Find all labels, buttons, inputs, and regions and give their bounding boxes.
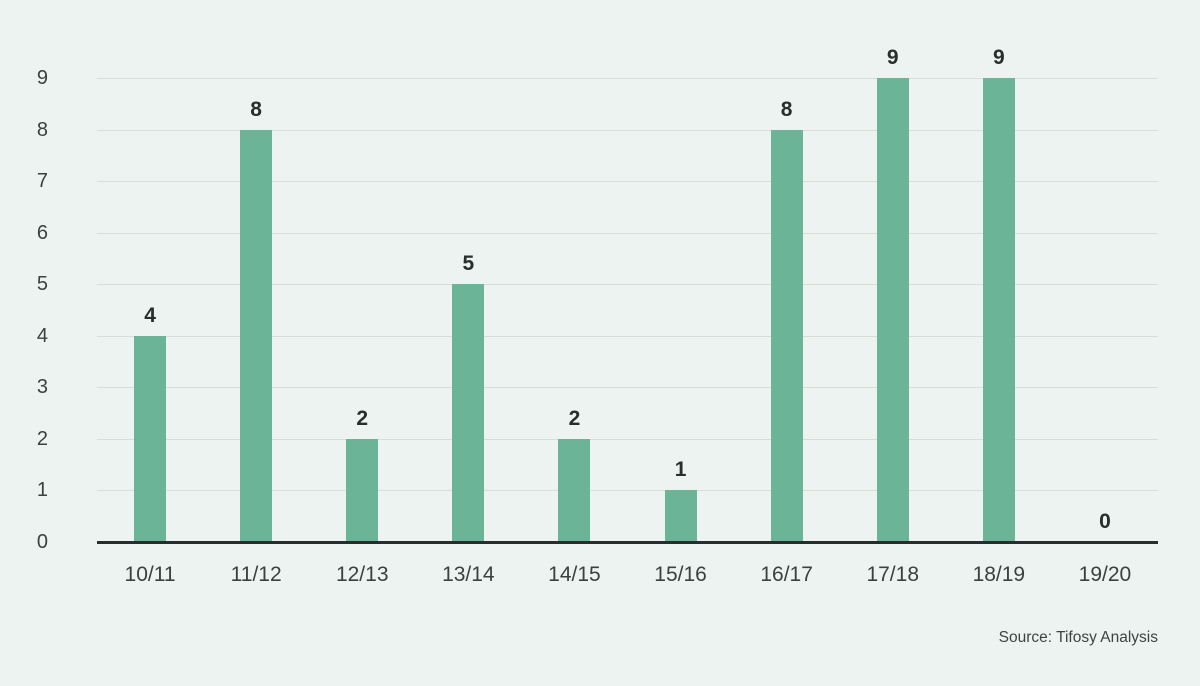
gridline-y5 (97, 284, 1158, 286)
plot-area: 4 8 2 5 2 1 8 9 9 0 (97, 47, 1158, 542)
bar-10-11 (134, 335, 167, 542)
y-tick-label-0: 0 (36, 531, 48, 553)
bar-18-19 (982, 78, 1015, 542)
y-tick-label-5: 5 (36, 273, 48, 296)
bar-column-18-19: 9 (946, 47, 1052, 542)
y-tick-label-6: 6 (36, 221, 48, 244)
x-tick-label-13-14: 13/14 (442, 563, 495, 586)
bar-value-label-10-11: 4 (144, 303, 156, 327)
y-tick-label-8: 8 (36, 118, 48, 141)
gridline-y4 (97, 335, 1158, 337)
y-tick-label-2: 2 (36, 427, 48, 450)
bar-value-label-15-16: 1 (674, 458, 687, 482)
bar-value-label-13-14: 5 (462, 252, 475, 276)
bar-value-label-16-17: 8 (780, 97, 793, 121)
bar-16-17 (770, 129, 803, 542)
gridline-y6 (97, 232, 1158, 234)
source-note: Source: Tifosy Analysis (998, 629, 1158, 646)
bar-value-label-19-20: 0 (1099, 510, 1111, 533)
bar-column-17-18: 9 (840, 47, 946, 542)
bar-15-16 (664, 490, 697, 542)
x-tick-label-15-16: 15/16 (654, 563, 707, 586)
x-tick-label-19-20: 19/20 (1078, 563, 1132, 586)
y-tick-label-3: 3 (36, 376, 48, 399)
bar-value-label-11-12: 8 (250, 97, 262, 121)
bar-13-14 (452, 284, 485, 542)
bar-column-19-20: 0 (1052, 78, 1158, 542)
gridline-y3 (97, 387, 1158, 389)
bar-column-11-12: 8 (203, 78, 309, 542)
x-tick-label-18-19: 18/19 (972, 563, 1026, 586)
x-axis-line (97, 541, 1158, 544)
x-tick-label-12-13: 12/13 (335, 563, 389, 586)
x-tick-label-14-15: 14/15 (548, 563, 601, 586)
gridline-y8 (97, 129, 1158, 131)
bar-12-13 (346, 438, 379, 542)
gridline-y1 (97, 490, 1158, 492)
bar-column-16-17: 8 (734, 78, 840, 542)
bar-column-15-16: 1 (628, 78, 734, 542)
bar-value-label-17-18: 9 (886, 46, 899, 69)
y-tick-label-9: 9 (36, 67, 48, 89)
gridline-y7 (97, 181, 1158, 183)
bar-17-18 (876, 78, 909, 542)
bar-11-12 (240, 129, 273, 542)
x-tick-label-17-18: 17/18 (866, 563, 920, 586)
bar-value-label-18-19: 9 (993, 46, 1005, 69)
x-tick-label-16-17: 16/17 (760, 563, 813, 586)
gridline-y2 (97, 438, 1158, 440)
bar-column-12-13: 2 (309, 78, 415, 542)
bar-column-14-15: 2 (521, 78, 627, 542)
bar-value-label-14-15: 2 (568, 406, 581, 430)
bar-14-15 (558, 438, 591, 542)
gridline-y9 (97, 78, 1158, 79)
x-tick-label-11-12: 11/12 (230, 563, 282, 586)
y-tick-label-7: 7 (36, 170, 48, 193)
y-tick-label-1: 1 (36, 479, 48, 502)
y-tick-label-4: 4 (36, 324, 48, 347)
bar-value-label-12-13: 2 (356, 406, 369, 430)
x-tick-label-10-11: 10/11 (124, 563, 176, 586)
bar-column-10-11: 4 (97, 78, 203, 542)
bar-column-13-14: 5 (415, 78, 521, 542)
